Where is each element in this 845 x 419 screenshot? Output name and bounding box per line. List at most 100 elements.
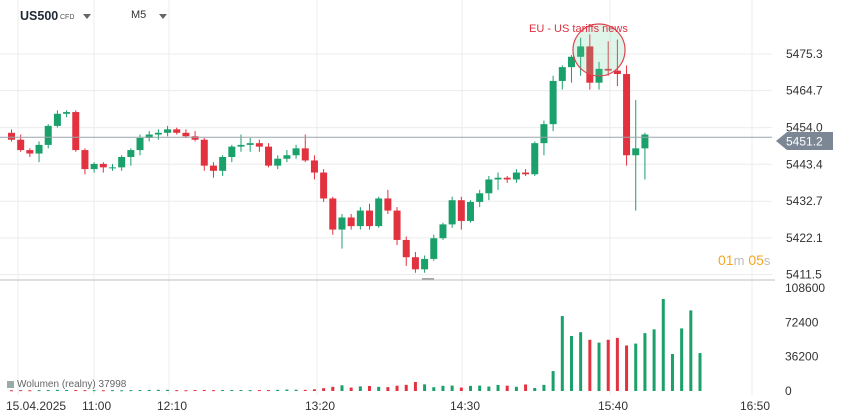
- candle-body: [411, 257, 419, 270]
- volume-axis: 108600 72400 36200 0: [785, 281, 825, 398]
- candle-body: [35, 144, 43, 154]
- candle-body: [283, 155, 291, 159]
- timeframe-dropdown-icon[interactable]: [159, 14, 167, 19]
- candle-body: [53, 113, 61, 126]
- volume-bar: [404, 384, 408, 391]
- volume-bar: [37, 390, 41, 392]
- candle-body: [44, 125, 52, 145]
- candle-body: [531, 143, 539, 175]
- volume-label: Wolumen: [17, 379, 60, 390]
- candle-body: [310, 160, 318, 173]
- price-axis-label: 5475.3: [786, 47, 823, 61]
- candle-body: [329, 198, 337, 230]
- candle-body: [476, 193, 484, 202]
- price-axis-label: 5411.5: [786, 268, 822, 282]
- volume-bar: [579, 332, 583, 391]
- volume-bar: [55, 389, 59, 391]
- volume-bar: [542, 384, 546, 391]
- volume-bar: [303, 389, 307, 391]
- candle-body: [586, 46, 594, 83]
- candle-body: [182, 132, 190, 137]
- candle-countdown: 01m 05s: [718, 252, 770, 268]
- chart-grid: [0, 0, 772, 395]
- volume-bar: [340, 385, 344, 391]
- candle-body: [439, 224, 447, 239]
- volume-bar: [322, 388, 326, 391]
- volume-icon: [7, 380, 14, 388]
- price-axis-label: 5422.1: [786, 231, 823, 245]
- volume-bar: [120, 390, 124, 392]
- time-axis-label: 16:50: [740, 399, 770, 413]
- time-axis-label: 15.04.2025: [6, 399, 66, 413]
- volume-bar: [193, 390, 197, 392]
- volume-bar: [110, 390, 114, 392]
- volume-bar: [569, 335, 573, 391]
- candle-body: [613, 70, 621, 75]
- volume-bar: [19, 390, 23, 392]
- symbol-name[interactable]: US500: [20, 9, 59, 23]
- volume-bar: [588, 339, 592, 391]
- candle-body: [292, 148, 300, 156]
- volume-bar: [46, 390, 50, 392]
- candle-body: [173, 129, 181, 133]
- annotation-label: EU - US tariffs news: [529, 23, 628, 35]
- volume-bar: [698, 353, 702, 391]
- candle-body: [63, 112, 71, 114]
- volume-bar: [156, 389, 160, 391]
- volume-bar: [524, 384, 528, 391]
- volume-bar: [615, 337, 619, 391]
- candle-body: [255, 143, 263, 147]
- candle-body: [540, 124, 548, 144]
- candle-body: [127, 150, 135, 157]
- candle-body: [246, 143, 254, 145]
- volume-bar: [469, 385, 472, 391]
- symbol-dropdown-icon[interactable]: [83, 14, 91, 19]
- volume-bar: [670, 354, 674, 391]
- candle-body: [604, 68, 612, 71]
- price-axis-label: 5432.7: [786, 194, 823, 208]
- volume-bar: [689, 310, 693, 391]
- candle-body: [457, 200, 465, 221]
- symbol-type: CFD: [60, 14, 75, 21]
- price-scale-handle[interactable]: [422, 278, 434, 280]
- annotation-marker[interactable]: [572, 23, 626, 77]
- time-axis: 15.04.2025 11:00 12:10 13:20 14:30 15:40 16:50: [6, 399, 770, 413]
- candle-body: [17, 139, 25, 151]
- volume-bar: [386, 387, 390, 391]
- candle-body: [338, 217, 346, 230]
- current-price-tag-bg: [776, 132, 833, 150]
- candle-body: [154, 132, 162, 135]
- candle-body: [577, 46, 585, 57]
- volume-bar: [377, 386, 381, 391]
- volume-bar: [413, 381, 417, 391]
- time-axis-label: 11:00: [82, 399, 111, 413]
- timeframe-selector[interactable]: M5: [131, 9, 147, 21]
- countdown-sec-unit: s: [763, 253, 771, 268]
- candle-body: [558, 67, 566, 81]
- candle-body: [72, 112, 80, 151]
- volume-bar: [643, 333, 647, 391]
- volume-bar: [101, 390, 105, 392]
- volume-bar: [661, 299, 665, 391]
- candle-body: [90, 163, 98, 170]
- candle-body: [200, 139, 208, 166]
- volume-bar: [267, 390, 271, 392]
- volume-bar: [129, 390, 133, 392]
- candle-body: [641, 134, 649, 149]
- candle-body: [228, 146, 236, 157]
- candle-body: [366, 210, 374, 227]
- volume-bar: [65, 389, 69, 391]
- volume-bar: [625, 345, 629, 391]
- volume-bar: [652, 329, 656, 391]
- volume-mode: (realny): [61, 379, 96, 390]
- countdown-seconds: 05: [748, 252, 764, 268]
- candle-body: [485, 179, 493, 194]
- volume-bar: [349, 387, 353, 391]
- candle-body: [219, 156, 227, 171]
- news-annotation[interactable]: EU - US tariffs news: [529, 23, 628, 77]
- candle-body: [237, 144, 245, 147]
- volume-axis-label: 0: [785, 384, 792, 398]
- price-axis-label: 5454.0: [786, 121, 823, 135]
- volume-bar: [560, 316, 564, 391]
